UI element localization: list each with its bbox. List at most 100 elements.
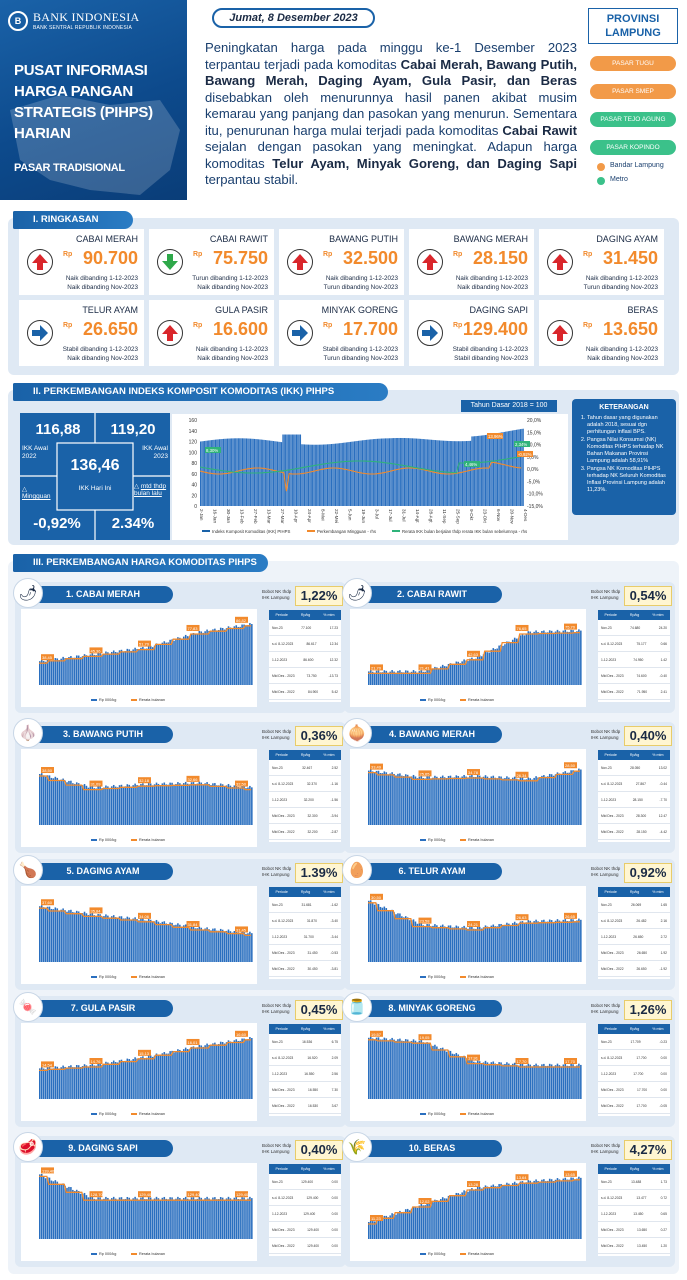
- price-bar: [545, 921, 547, 962]
- value-label-box: [41, 654, 54, 661]
- price-bar: [97, 652, 99, 685]
- mtd-label: △ mtd thdp bulan lalu: [134, 483, 170, 497]
- price-bar: [383, 771, 386, 825]
- table-cell: Nov-23: [601, 1040, 612, 1044]
- price-bar: [109, 1199, 111, 1239]
- price-bar: [488, 652, 491, 685]
- legend-label: Rerata bulanan: [139, 975, 165, 979]
- keterangan-item: Tahun dasar yang digunakan adalah 2018, …: [587, 415, 671, 436]
- commodity-title: 9. DAGING SAPI: [33, 1140, 173, 1157]
- price-bar: [529, 1180, 532, 1239]
- price-bar: [432, 669, 434, 685]
- legend-label: Rerata bulanan: [468, 1112, 494, 1116]
- price-bar: [556, 629, 559, 685]
- table-header: Periode Rp/kg% mtm: [269, 1024, 341, 1034]
- ikk-bar: [302, 444, 304, 506]
- market-button[interactable]: PASAR KOPINDO: [590, 140, 676, 155]
- price-bar: [564, 771, 567, 825]
- price-bar: [436, 1200, 438, 1239]
- price-bar: [521, 1063, 524, 1099]
- market-button[interactable]: PASAR TUGU: [590, 56, 676, 71]
- table-cell: 2.72: [660, 935, 667, 939]
- value-label: 13,28: [468, 1182, 479, 1187]
- price-bar: [39, 661, 41, 685]
- price-bar: [486, 652, 489, 685]
- value-label: 129,40: [139, 1192, 152, 1197]
- ikk-bar: [312, 444, 314, 506]
- price-bar: [243, 931, 245, 962]
- price-bar: [235, 784, 238, 825]
- price-bar: [381, 773, 384, 825]
- price-bar: [572, 770, 574, 825]
- table-cell: Mtd Des - 2023: [272, 1088, 295, 1092]
- price-bar: [105, 914, 107, 962]
- table-cell: 31.700: [303, 935, 314, 939]
- price-bar: [58, 660, 61, 685]
- table-cell: 0.00: [331, 1180, 338, 1184]
- table-row: Mtd Des - 2023 26.650 1.92: [598, 945, 670, 961]
- price-bar: [149, 1197, 152, 1239]
- price-bar: [62, 656, 64, 685]
- price-bar: [109, 1063, 111, 1099]
- price-bar: [570, 770, 572, 825]
- price-bar: [196, 783, 199, 825]
- price-bar: [177, 1196, 179, 1239]
- price-bar: [432, 1202, 434, 1239]
- market-button[interactable]: PASAR SMEP: [590, 84, 676, 99]
- trend-up-icon: [157, 320, 183, 346]
- price-bar: [496, 1064, 498, 1099]
- price-bar: [126, 916, 129, 962]
- value-label: 32,18: [139, 778, 150, 783]
- price-bar: [498, 924, 500, 962]
- table-cell: 17.709: [630, 1040, 641, 1044]
- price-bar: [77, 783, 80, 825]
- value-label-box: [89, 1058, 103, 1064]
- price-bar: [163, 921, 166, 962]
- price-bar: [217, 1043, 220, 1099]
- keterangan-item: Pangsa Nilai Konsumsi (NK) Komoditas PIH…: [587, 437, 671, 465]
- price-bar: [506, 641, 508, 685]
- price-bar: [58, 780, 61, 825]
- price-bar: [578, 1063, 580, 1099]
- x-tick-label: 27-Mar: [280, 509, 285, 524]
- commodity-title: 10. BERAS: [362, 1140, 502, 1157]
- value-label: 76,65: [517, 626, 528, 631]
- price-bar: [445, 927, 448, 962]
- price-bar: [147, 783, 150, 825]
- ikk-bar: [270, 440, 272, 506]
- price-bar: [138, 1059, 140, 1099]
- table-row: Mtd Des - 2023 28.300 12.47: [598, 808, 670, 824]
- legend-swatch: [91, 839, 97, 841]
- value-label: 32,50: [236, 782, 247, 787]
- price-bar: [416, 923, 419, 962]
- page-title: PUSAT INFORMASI HARGA PANGAN STRATEGIS (…: [14, 60, 179, 144]
- price-bar: [173, 640, 175, 685]
- price-bar: [214, 928, 216, 962]
- price-bar: [235, 930, 238, 962]
- price-bar: [387, 672, 390, 685]
- table-cell: 16.520: [307, 1056, 318, 1060]
- price-bar: [453, 927, 456, 962]
- table-row: Mtd Des - 2022 26.650 -1.92: [598, 961, 670, 977]
- price-bar: [196, 1198, 199, 1239]
- price-bar: [566, 631, 568, 685]
- commodity-title: 7. GULA PASIR: [33, 1000, 173, 1017]
- legend-swatch: [131, 839, 137, 841]
- table-header-cell: % mtm: [652, 1027, 664, 1031]
- table-row: Mtd Des - 2022 71.950 2.41: [598, 684, 670, 700]
- price-bar: [134, 1057, 136, 1099]
- market-button[interactable]: PASAR TEJO AGUNG: [590, 112, 676, 127]
- legend-label: Rerata bulanan: [139, 1252, 165, 1256]
- price-bar: [545, 632, 547, 685]
- price-bar: [95, 915, 97, 962]
- legend-swatch: [307, 530, 315, 532]
- keterangan-box: KETERANGAN Tahun dasar yang digunakan ad…: [572, 399, 676, 515]
- price-bar: [48, 658, 51, 685]
- price-bar: [173, 1052, 175, 1099]
- price-bar: [397, 773, 399, 825]
- table-header-cell: % mtm: [652, 890, 664, 894]
- price-bar: [377, 1217, 380, 1239]
- price-bar: [239, 1199, 241, 1239]
- price-bar: [395, 775, 397, 825]
- legend-label: Perkembangan Mingguan - rhs: [317, 529, 376, 534]
